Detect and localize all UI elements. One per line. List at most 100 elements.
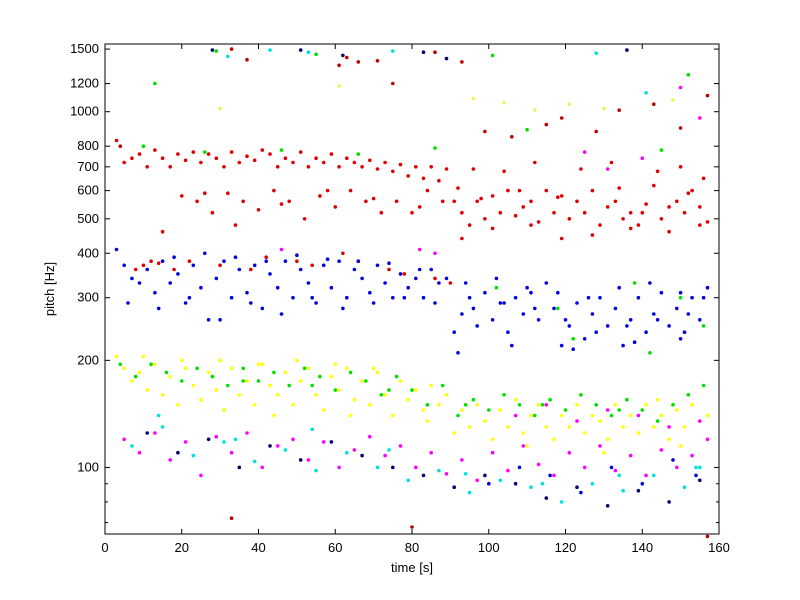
data-point — [306, 281, 311, 285]
data-point — [705, 534, 710, 539]
data-point — [463, 472, 468, 476]
data-point — [655, 318, 660, 322]
data-point — [210, 374, 215, 379]
data-point — [698, 419, 702, 423]
data-point — [644, 330, 648, 335]
data-point — [552, 473, 556, 478]
data-point — [229, 516, 234, 520]
data-point — [686, 393, 691, 397]
data-point — [283, 259, 288, 264]
data-point — [483, 129, 487, 134]
data-point — [609, 413, 614, 418]
data-point — [283, 448, 288, 452]
data-point — [659, 148, 664, 152]
data-point — [364, 199, 368, 204]
data-point — [348, 413, 353, 418]
data-point — [137, 152, 142, 156]
data-point — [195, 199, 199, 204]
data-point — [245, 154, 249, 158]
data-point — [698, 318, 702, 322]
data-point — [417, 267, 422, 272]
data-point — [356, 259, 361, 264]
data-point — [483, 473, 487, 478]
data-point — [118, 362, 123, 367]
data-point — [417, 247, 422, 252]
data-point — [644, 473, 648, 478]
data-point — [283, 156, 288, 160]
data-point — [291, 437, 295, 442]
data-point — [544, 496, 549, 500]
data-point — [621, 217, 625, 221]
data-point — [686, 191, 691, 195]
data-point — [552, 306, 556, 311]
data-point — [490, 194, 495, 198]
data-point — [206, 370, 211, 375]
data-point — [559, 343, 564, 348]
data-point — [594, 129, 598, 134]
y-tick-label: 300 — [77, 290, 99, 305]
data-point — [298, 458, 303, 462]
data-point — [682, 425, 687, 429]
data-point — [306, 458, 311, 462]
data-point — [652, 183, 656, 188]
data-points-layer — [114, 47, 710, 539]
data-point — [463, 281, 468, 285]
data-point — [605, 167, 610, 171]
data-point — [337, 63, 341, 68]
data-point — [705, 93, 710, 98]
data-point — [433, 276, 437, 281]
data-point — [440, 199, 445, 204]
data-point — [579, 490, 583, 495]
data-point — [291, 295, 295, 300]
data-point — [137, 450, 142, 455]
data-point — [575, 403, 579, 407]
data-point — [529, 485, 533, 490]
data-point — [556, 290, 560, 295]
data-point — [156, 413, 161, 418]
data-point — [590, 481, 595, 486]
data-point — [628, 453, 633, 458]
data-point — [613, 306, 618, 311]
data-point — [218, 358, 222, 363]
y-tick-label: 800 — [77, 138, 99, 153]
data-point — [575, 301, 579, 305]
data-point — [640, 408, 645, 412]
data-point — [356, 60, 361, 64]
data-point — [375, 167, 380, 171]
data-point — [444, 167, 449, 171]
data-point — [391, 295, 395, 300]
data-point — [199, 160, 203, 165]
data-point — [460, 458, 464, 462]
data-point — [659, 413, 664, 418]
data-point — [222, 440, 226, 444]
data-point — [199, 397, 203, 402]
data-point — [456, 351, 460, 355]
data-point — [341, 251, 345, 256]
data-point — [590, 413, 595, 418]
data-point — [252, 459, 257, 464]
data-point — [598, 419, 602, 423]
data-point — [229, 366, 234, 371]
data-point — [183, 158, 188, 163]
data-point — [383, 160, 387, 165]
data-point — [506, 188, 510, 193]
data-point — [130, 276, 134, 281]
data-point — [345, 450, 349, 455]
data-point — [421, 176, 426, 181]
data-point — [682, 330, 687, 335]
data-point — [625, 397, 629, 402]
data-point — [494, 276, 499, 281]
data-point — [529, 199, 533, 204]
data-point — [659, 448, 664, 452]
data-point — [233, 223, 238, 227]
data-point — [410, 210, 414, 215]
data-point — [272, 188, 276, 193]
data-point — [675, 408, 679, 412]
data-point — [506, 330, 510, 335]
data-point — [567, 102, 572, 106]
data-point — [533, 160, 537, 165]
data-point — [575, 419, 579, 423]
data-point — [237, 160, 242, 165]
data-point — [133, 267, 138, 272]
data-point — [237, 465, 242, 470]
